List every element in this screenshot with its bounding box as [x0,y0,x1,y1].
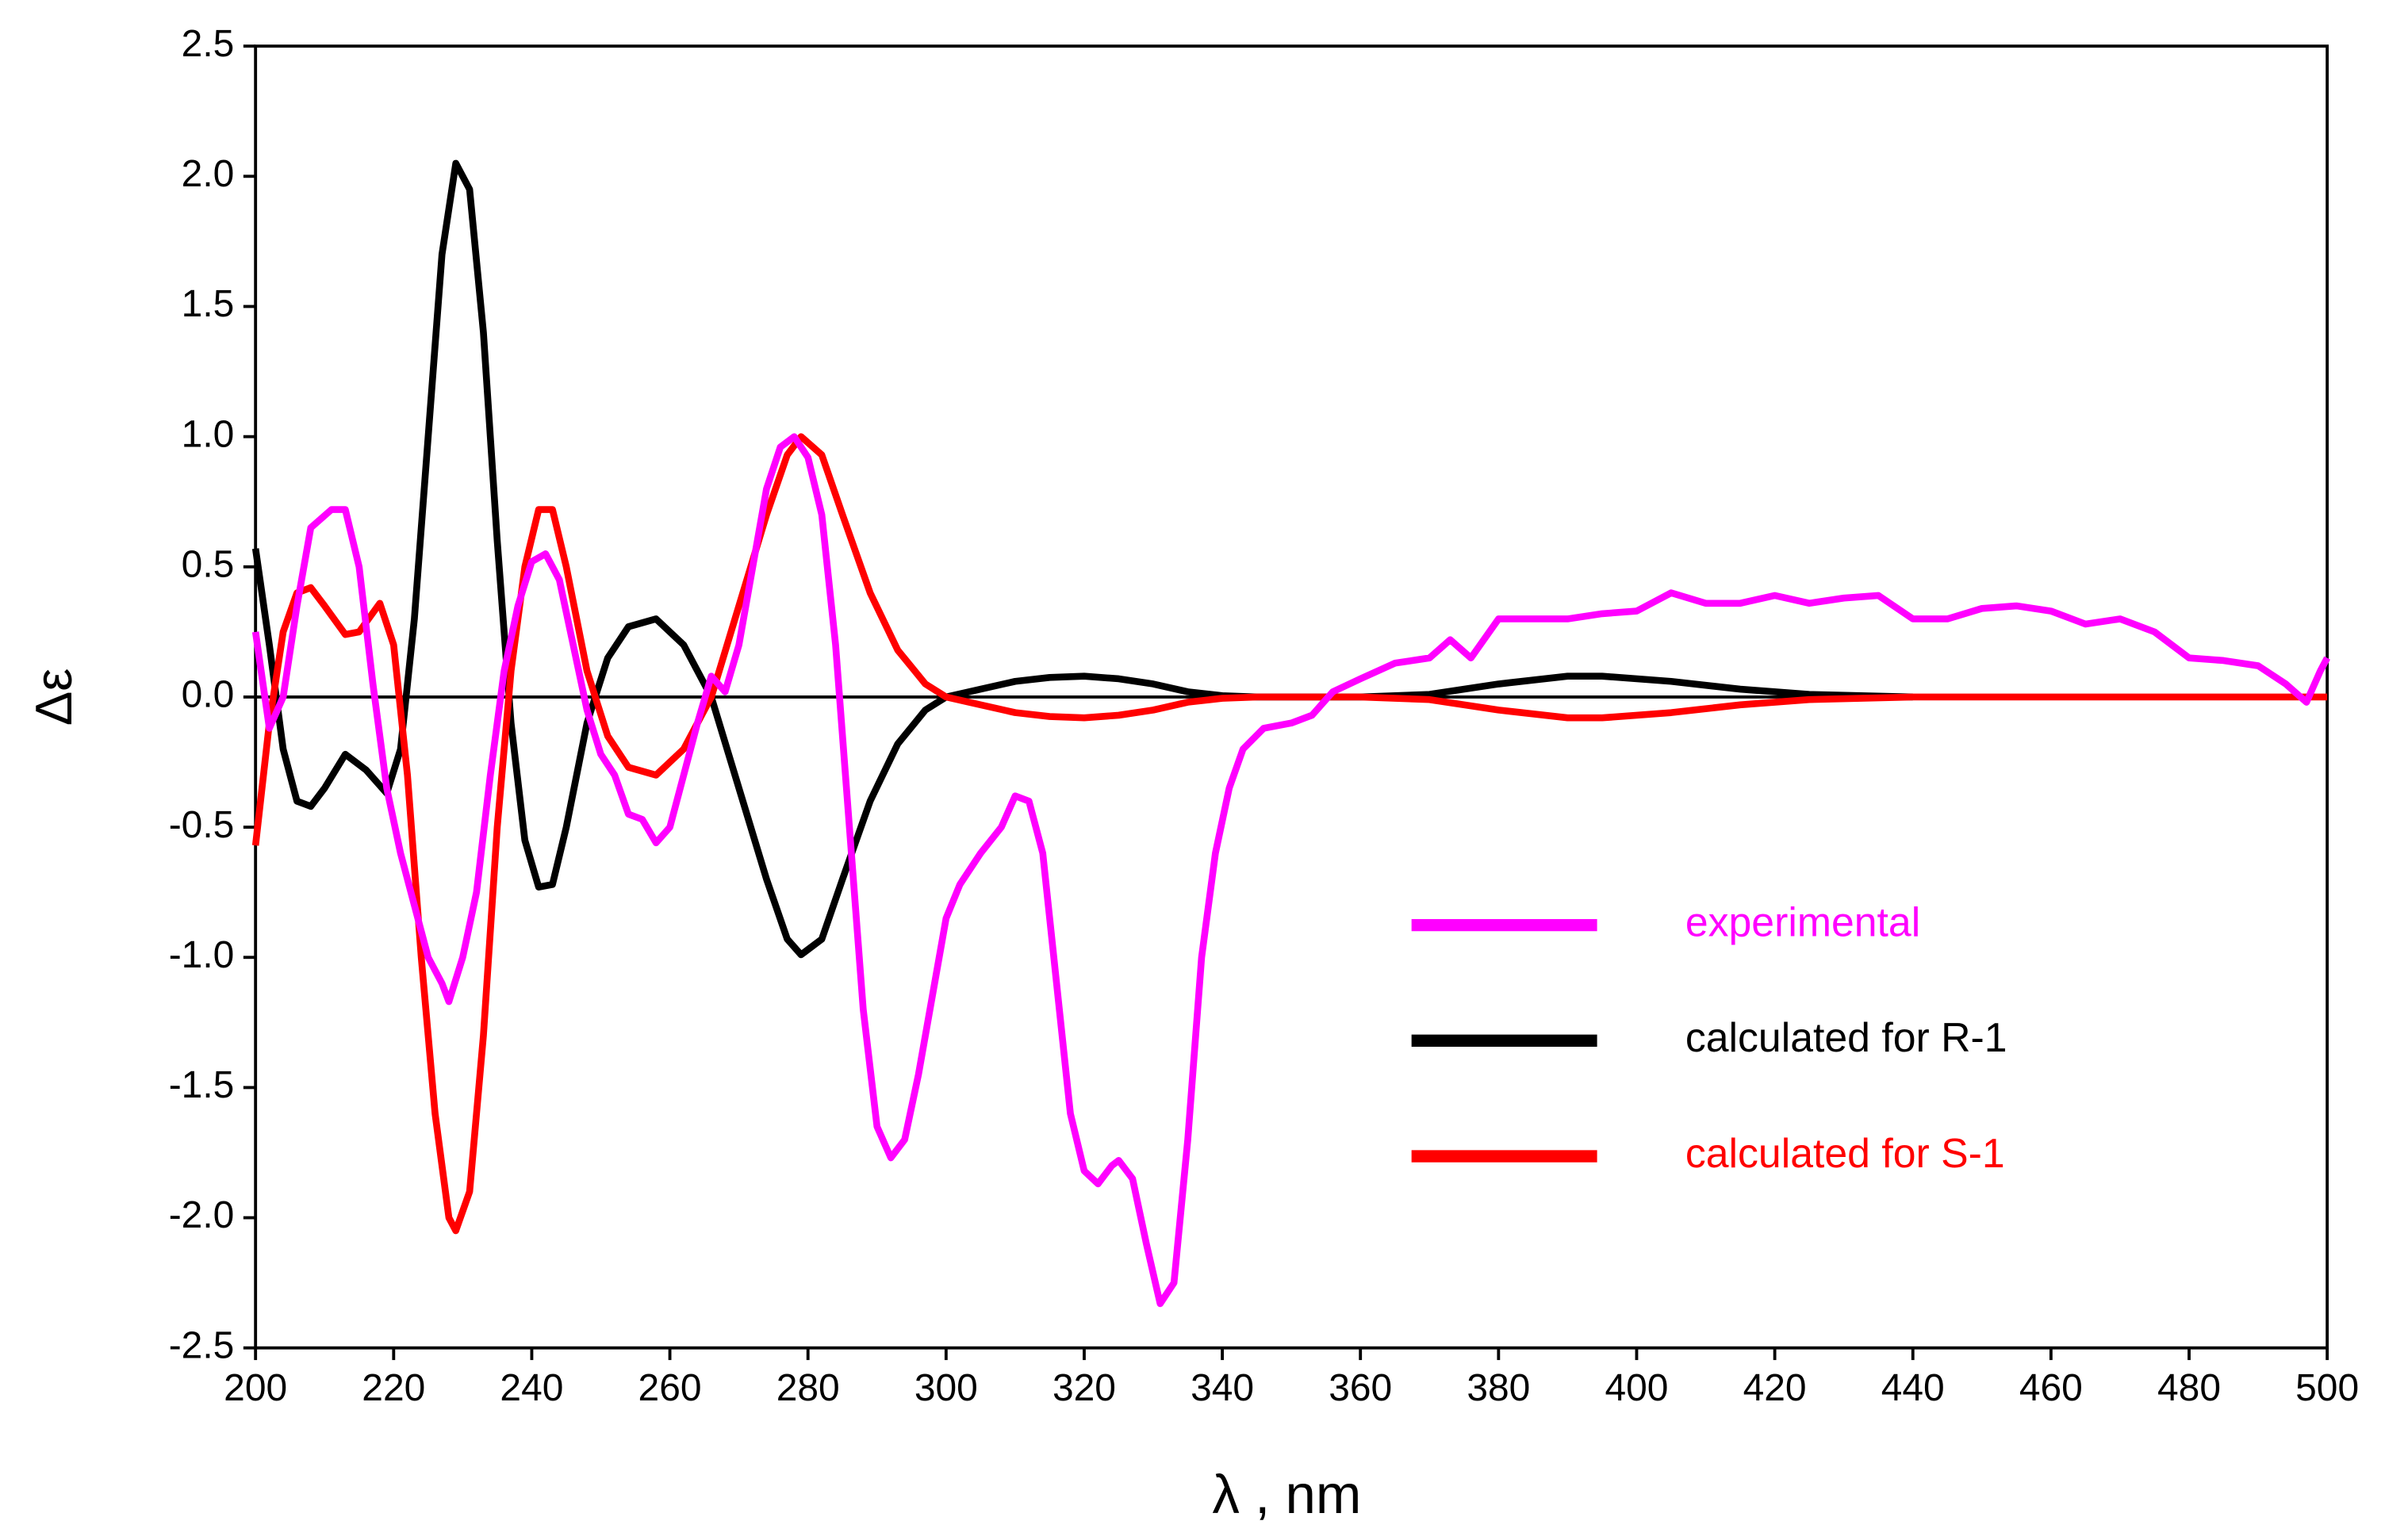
x-tick-label: 260 [638,1367,702,1409]
x-tick-label: 340 [1191,1367,1254,1409]
y-tick-label: 0.0 [182,674,235,716]
y-tick-label: 2.5 [182,23,235,65]
x-tick-label: 200 [224,1367,287,1409]
y-tick-label: -2.5 [169,1324,235,1366]
x-tick-label: 380 [1467,1367,1530,1409]
x-tick-label: 480 [2157,1367,2221,1409]
x-tick-label: 440 [1881,1367,1945,1409]
y-axis-label: Δε [25,668,82,726]
series-line [251,433,2330,1308]
y-tick-label: 1.5 [182,283,235,325]
x-tick-label: 420 [1743,1367,1807,1409]
series-line [251,433,2328,1235]
x-tick-label: 320 [1053,1367,1116,1409]
y-tick-label: -1.5 [169,1064,235,1106]
y-tick-label: -1.0 [169,934,235,976]
y-tick-label: 0.5 [182,543,235,585]
y-tick-label: -0.5 [169,804,235,846]
y-tick-label: 2.0 [182,153,235,195]
x-tick-label: 220 [362,1367,425,1409]
x-tick-label: 280 [776,1367,840,1409]
x-tick-label: 300 [915,1367,978,1409]
series-line [251,159,1913,959]
y-tick-label: -2.0 [169,1194,235,1236]
legend-label: experimental [1685,898,1920,944]
x-tick-label: 460 [2019,1367,2083,1409]
x-axis-label: λ , nm [1212,1464,1361,1525]
x-tick-label: 360 [1329,1367,1392,1409]
legend-label: calculated for R-1 [1685,1014,2007,1060]
legend-label: calculated for S-1 [1685,1130,2005,1176]
x-tick-label: 240 [500,1367,563,1409]
x-tick-label: 400 [1605,1367,1668,1409]
x-tick-label: 500 [2295,1367,2359,1409]
y-tick-label: 1.0 [182,413,235,455]
